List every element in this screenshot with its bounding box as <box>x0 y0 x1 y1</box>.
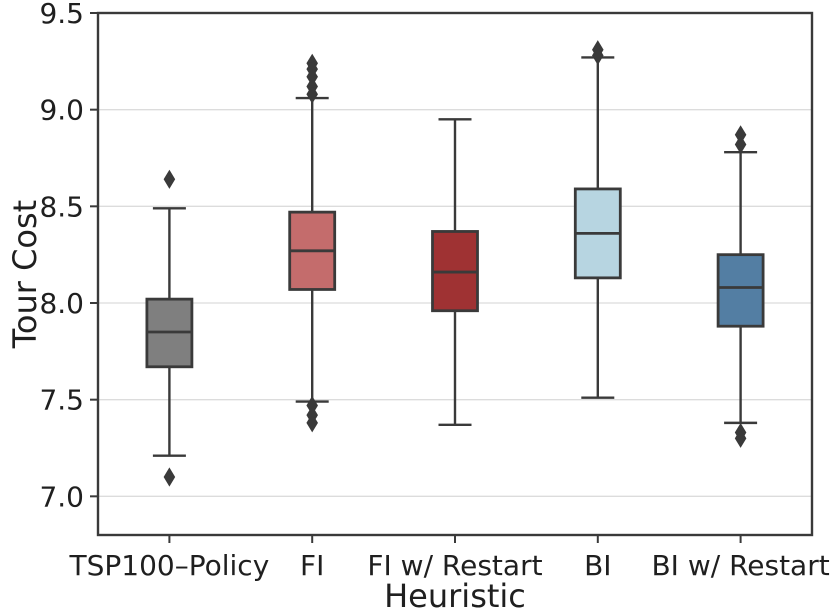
x-tick-label: TSP100–Policy <box>69 549 270 582</box>
outlier-diamond <box>592 45 604 66</box>
y-tick-label: 9.5 <box>39 0 84 30</box>
y-tick-label: 8.0 <box>39 287 84 320</box>
y-tick-label: 7.0 <box>39 480 84 513</box>
y-tick-label: 8.5 <box>39 190 84 223</box>
outlier-diamond <box>163 169 176 189</box>
box-bi-w-restart <box>716 253 765 328</box>
x-tick-label: BI <box>584 549 611 582</box>
outlier-diamond <box>734 134 747 155</box>
y-tick-label: 7.5 <box>39 384 84 417</box>
x-tick-label: FI w/ Restart <box>367 549 542 582</box>
outlier-diamond <box>306 84 318 104</box>
outlier-diamond <box>306 413 318 433</box>
axes-frame <box>96 11 814 537</box>
x-tick-label: FI <box>300 549 324 582</box>
y-tick-label: 9.0 <box>39 94 84 127</box>
x-axis-label: Heuristic <box>384 577 526 613</box>
x-tick-label: BI w/ Restart <box>651 549 829 582</box>
y-axis-label: Tour Cost <box>6 200 44 349</box>
outlier-diamond <box>734 428 747 448</box>
outlier-diamond <box>163 467 176 487</box>
plot-area: 7.0 7.5 8.0 8.5 9.0 9.5 TSP100–Policy FI FI w/ R… <box>39 0 829 582</box>
